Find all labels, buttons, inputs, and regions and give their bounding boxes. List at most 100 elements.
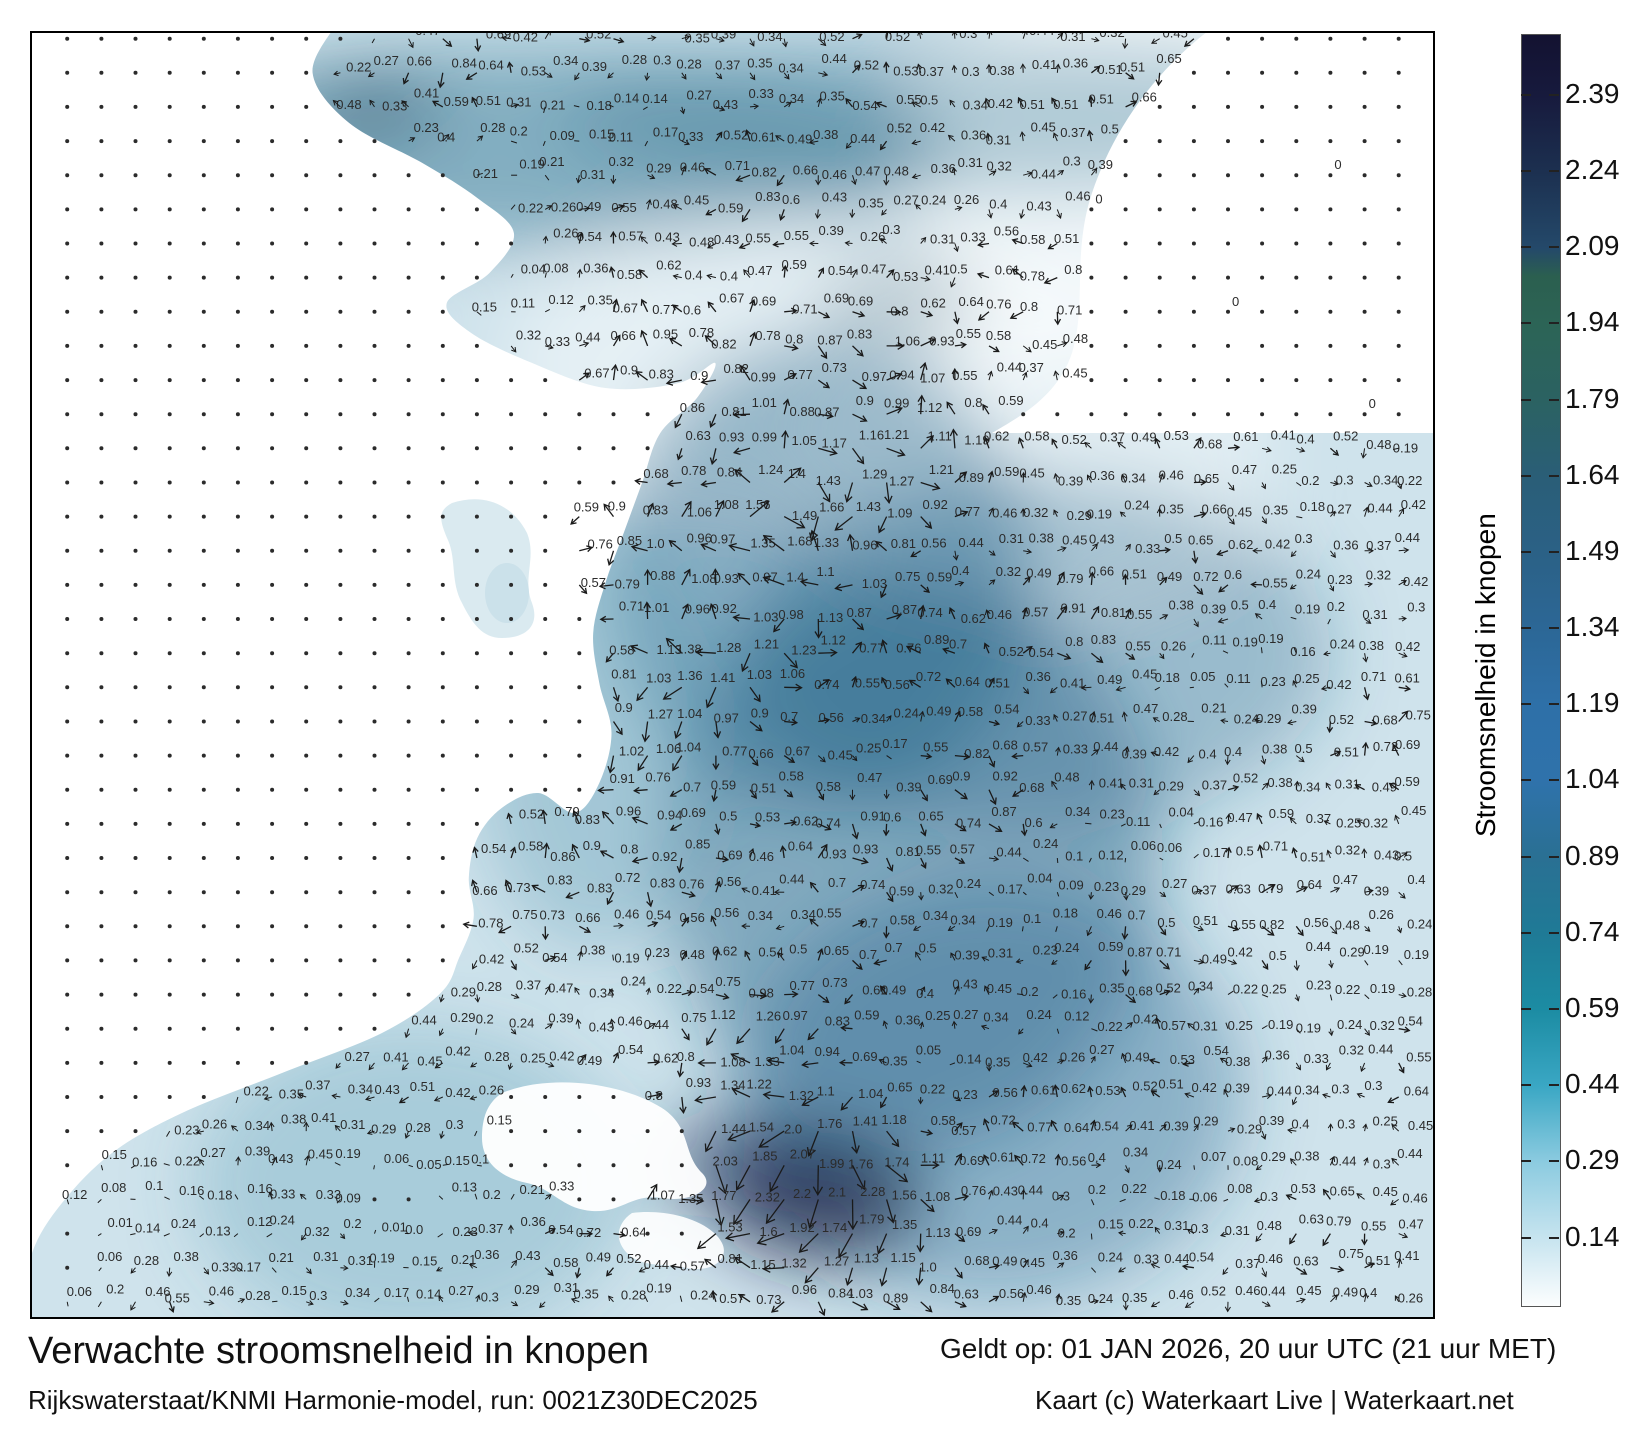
- svg-text:0.38: 0.38: [1359, 638, 1384, 653]
- svg-text:0.4: 0.4: [1031, 1215, 1049, 1230]
- svg-text:0.45: 0.45: [1062, 366, 1087, 381]
- svg-text:0.52: 0.52: [1333, 429, 1358, 444]
- svg-text:1.24: 1.24: [758, 462, 783, 477]
- svg-text:0.87: 0.87: [814, 405, 839, 420]
- svg-text:0.53: 0.53: [893, 269, 918, 284]
- svg-text:0.55: 0.55: [956, 326, 981, 341]
- svg-text:0.42: 0.42: [1395, 639, 1420, 654]
- svg-text:0.51: 0.51: [1053, 97, 1078, 112]
- svg-text:0.51: 0.51: [410, 1079, 435, 1094]
- svg-text:0.39: 0.39: [548, 1011, 573, 1026]
- svg-text:1.22: 1.22: [747, 1076, 772, 1091]
- svg-text:0.72: 0.72: [1021, 1151, 1046, 1166]
- svg-text:0.74: 0.74: [956, 816, 981, 831]
- svg-text:0.22: 0.22: [346, 59, 371, 74]
- svg-text:0.3: 0.3: [1336, 472, 1354, 487]
- svg-text:0.47: 0.47: [548, 980, 573, 995]
- svg-text:0.31: 0.31: [340, 1117, 365, 1132]
- svg-text:0.36: 0.36: [1063, 55, 1088, 70]
- svg-text:0.35: 0.35: [820, 88, 845, 103]
- svg-text:0.29: 0.29: [451, 985, 476, 1000]
- svg-text:0.19: 0.19: [614, 950, 639, 965]
- svg-text:0.26: 0.26: [202, 1117, 227, 1132]
- svg-text:0.35: 0.35: [1263, 503, 1288, 518]
- svg-text:0.83: 0.83: [649, 367, 674, 382]
- svg-text:0.87: 0.87: [1127, 945, 1152, 960]
- svg-text:0.18: 0.18: [1160, 1188, 1185, 1203]
- svg-text:0.37: 0.37: [919, 64, 944, 79]
- svg-text:0.5: 0.5: [789, 941, 807, 956]
- svg-text:0.36: 0.36: [1333, 538, 1358, 553]
- svg-text:0.44: 0.44: [1029, 33, 1054, 38]
- svg-text:0.34: 0.34: [1123, 1145, 1148, 1160]
- svg-text:0.57: 0.57: [1161, 1018, 1186, 1033]
- svg-text:0.66: 0.66: [575, 910, 600, 925]
- svg-text:0.26: 0.26: [479, 1082, 504, 1097]
- svg-text:0.42: 0.42: [445, 1043, 470, 1058]
- svg-text:0.01: 0.01: [108, 1215, 133, 1230]
- svg-text:0.58: 0.58: [1024, 429, 1049, 444]
- svg-text:0.32: 0.32: [609, 154, 634, 169]
- svg-text:1.04: 1.04: [779, 1043, 804, 1058]
- svg-text:0.17: 0.17: [1203, 845, 1228, 860]
- svg-text:0.27: 0.27: [345, 1049, 370, 1064]
- svg-text:0.43: 0.43: [822, 189, 847, 204]
- svg-text:0.65: 0.65: [1194, 471, 1219, 486]
- svg-text:0.51: 0.51: [1193, 913, 1218, 928]
- svg-text:0.42: 0.42: [1154, 744, 1179, 759]
- svg-text:0.75: 0.75: [681, 1010, 706, 1025]
- svg-text:0.18: 0.18: [1053, 906, 1078, 921]
- svg-text:0.46: 0.46: [1168, 1287, 1193, 1302]
- svg-text:0.25: 0.25: [1261, 981, 1286, 996]
- svg-text:0.67: 0.67: [719, 291, 744, 306]
- svg-text:0.17: 0.17: [653, 124, 678, 139]
- svg-text:0.32: 0.32: [996, 564, 1021, 579]
- svg-text:0.3: 0.3: [1052, 1188, 1070, 1203]
- svg-text:1.18: 1.18: [881, 1112, 906, 1127]
- svg-text:0.27: 0.27: [953, 1007, 978, 1022]
- svg-text:1.03: 1.03: [747, 667, 772, 682]
- svg-text:0.32: 0.32: [1099, 33, 1124, 40]
- svg-text:1.01: 1.01: [752, 395, 777, 410]
- svg-text:0.68: 0.68: [1019, 780, 1044, 795]
- svg-text:0.56: 0.56: [994, 224, 1019, 239]
- svg-text:0.54: 0.54: [618, 1042, 643, 1057]
- svg-text:0.8: 0.8: [785, 331, 803, 346]
- svg-text:0.27: 0.27: [687, 88, 712, 103]
- svg-text:0.31: 0.31: [313, 1249, 338, 1264]
- svg-text:1.79: 1.79: [859, 1212, 884, 1227]
- svg-text:0.33: 0.33: [749, 86, 774, 101]
- svg-text:1.41: 1.41: [853, 1113, 878, 1128]
- svg-text:1.4: 1.4: [788, 466, 806, 481]
- svg-text:1.03: 1.03: [848, 1286, 873, 1301]
- svg-text:0.08: 0.08: [1233, 1153, 1258, 1168]
- svg-text:0.31: 0.31: [1060, 33, 1085, 44]
- svg-text:0.4: 0.4: [989, 196, 1007, 211]
- svg-text:0.3: 0.3: [1337, 1117, 1355, 1132]
- svg-text:0.32: 0.32: [1370, 1018, 1395, 1033]
- svg-text:0.32: 0.32: [516, 327, 541, 342]
- svg-text:0.63: 0.63: [1299, 1212, 1324, 1227]
- svg-text:0.27: 0.27: [448, 1283, 473, 1298]
- svg-text:0.1: 0.1: [1065, 848, 1083, 863]
- svg-text:0.55: 0.55: [1406, 1050, 1431, 1065]
- svg-text:0.63: 0.63: [1226, 881, 1251, 896]
- svg-text:0.52: 0.52: [854, 57, 879, 72]
- svg-text:0.44: 0.44: [1164, 1251, 1189, 1266]
- svg-text:0.53: 0.53: [521, 64, 546, 79]
- svg-text:0.38: 0.38: [1029, 531, 1054, 546]
- svg-text:0.34: 0.34: [553, 53, 578, 68]
- svg-text:0.24: 0.24: [1054, 940, 1079, 955]
- svg-text:0.15: 0.15: [1098, 1216, 1123, 1231]
- svg-text:0.99: 0.99: [751, 369, 776, 384]
- svg-text:0.81: 0.81: [1101, 605, 1126, 620]
- svg-text:0.45: 0.45: [1031, 120, 1056, 135]
- svg-text:0.76: 0.76: [986, 297, 1011, 312]
- svg-text:0.58: 0.58: [986, 328, 1011, 343]
- svg-text:0.44: 0.44: [1018, 1182, 1043, 1197]
- svg-text:0.43: 0.43: [714, 232, 739, 247]
- svg-text:0.78: 0.78: [755, 328, 780, 343]
- svg-text:1.35: 1.35: [892, 1217, 917, 1232]
- svg-text:1.0: 1.0: [919, 1260, 937, 1275]
- svg-text:1.54: 1.54: [749, 1120, 774, 1135]
